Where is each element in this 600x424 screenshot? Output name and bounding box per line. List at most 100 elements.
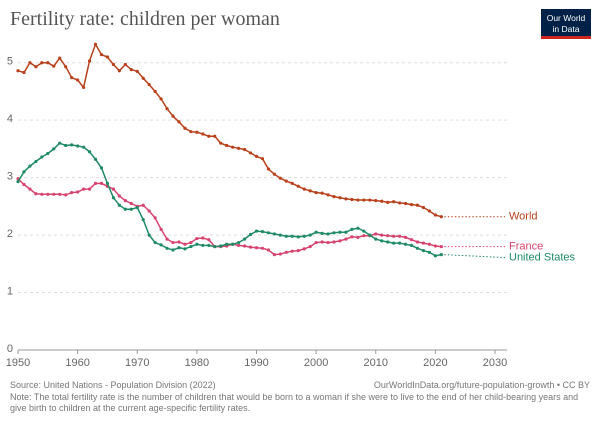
data-point	[320, 231, 324, 235]
data-point	[439, 253, 443, 257]
data-point	[260, 157, 265, 161]
series-line	[17, 142, 442, 257]
data-point	[284, 179, 288, 183]
x-tick-label: 1950	[6, 357, 30, 369]
data-point	[70, 76, 74, 80]
data-point	[93, 181, 98, 185]
x-tick-label: 1980	[185, 357, 209, 369]
data-point	[314, 240, 318, 245]
data-point	[183, 247, 187, 251]
data-point	[415, 240, 420, 244]
data-point	[231, 242, 235, 246]
data-point	[254, 154, 259, 158]
data-point	[117, 69, 121, 73]
data-point	[111, 187, 115, 191]
data-point	[338, 230, 342, 234]
data-point	[272, 253, 276, 257]
data-point	[248, 151, 253, 155]
data-point	[439, 215, 443, 219]
data-point	[129, 207, 133, 211]
data-point	[22, 170, 26, 174]
data-point	[380, 199, 384, 203]
data-point	[177, 240, 181, 244]
data-point	[76, 190, 80, 194]
data-point	[350, 197, 354, 202]
data-point	[195, 242, 199, 246]
data-point	[427, 242, 432, 246]
data-point	[326, 232, 330, 236]
data-point	[242, 244, 247, 248]
data-point	[284, 250, 288, 254]
data-point	[99, 166, 104, 170]
data-point	[123, 207, 127, 211]
data-point	[76, 144, 80, 148]
data-point	[58, 141, 62, 145]
data-point	[117, 203, 121, 207]
data-point	[427, 209, 432, 213]
data-point	[189, 130, 193, 134]
data-point	[105, 181, 110, 185]
series-line	[17, 178, 442, 256]
data-point	[254, 246, 259, 250]
data-point	[433, 213, 437, 217]
data-point	[159, 227, 163, 231]
data-point	[403, 242, 408, 246]
data-point	[195, 236, 199, 241]
data-point	[34, 65, 38, 69]
data-point	[427, 250, 432, 254]
x-tick-label: 2020	[423, 357, 447, 369]
data-point	[409, 238, 414, 242]
data-point	[141, 203, 145, 207]
data-point	[392, 200, 396, 204]
url[interactable]: OurWorldInData.org/future-population-gro…	[373, 380, 590, 390]
data-point	[231, 145, 235, 149]
data-point	[70, 143, 74, 147]
data-point	[58, 192, 62, 196]
data-point	[338, 239, 342, 243]
data-point	[159, 97, 163, 101]
data-point	[183, 126, 187, 130]
data-point	[183, 242, 187, 246]
data-point	[16, 69, 20, 73]
source-row: Source: United Nations - Population Divi…	[10, 380, 590, 391]
data-point	[439, 244, 443, 249]
data-point	[81, 145, 86, 149]
data-point	[153, 89, 157, 94]
data-point	[368, 198, 372, 202]
data-point	[201, 132, 205, 136]
data-point	[290, 234, 294, 238]
data-point	[254, 229, 259, 233]
data-point	[392, 234, 396, 238]
series-label: World	[509, 211, 538, 223]
data-point	[392, 241, 396, 245]
logo-line: in Data	[552, 24, 580, 34]
data-point	[242, 147, 247, 152]
data-point	[201, 243, 205, 248]
data-point	[195, 130, 199, 134]
data-point	[34, 159, 38, 164]
data-point	[237, 146, 241, 150]
data-point	[34, 192, 38, 196]
data-point	[135, 69, 139, 73]
logo[interactable]: Our World in Data	[541, 9, 591, 39]
data-point	[272, 232, 276, 236]
data-point	[207, 134, 211, 138]
y-tick-label: 4	[7, 113, 13, 125]
data-point	[141, 217, 145, 222]
x-tick-label: 1960	[65, 357, 89, 369]
x-tick-label: 2010	[364, 357, 388, 369]
data-point	[362, 229, 366, 233]
data-point	[374, 199, 378, 203]
data-point	[99, 181, 104, 185]
data-point	[46, 151, 50, 156]
data-point	[433, 244, 437, 248]
note: Note: The total fertility rate is the nu…	[10, 392, 579, 413]
data-point	[64, 65, 68, 69]
data-point	[225, 143, 229, 148]
data-point	[165, 107, 169, 111]
data-point	[87, 59, 92, 63]
data-point	[302, 247, 306, 251]
label-leader	[444, 254, 506, 259]
data-point	[64, 193, 68, 197]
